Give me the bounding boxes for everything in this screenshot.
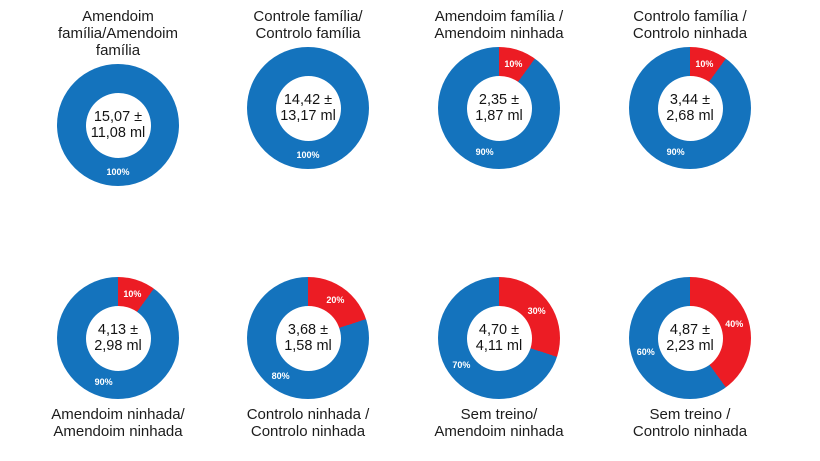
slice-percent-label: 10% xyxy=(695,58,714,69)
chart-title: Amendoim família/Amendoim família xyxy=(57,8,179,59)
donut-chart: 3,68 ± 1,58 ml 20% 80% xyxy=(247,277,369,399)
chart-cell-amendoim-familia-amendoim-ninhada: Amendoim família / Amendoim ninhada 2,35… xyxy=(404,8,594,169)
donut-center: 3,44 ± 2,68 ml xyxy=(657,75,723,141)
donut-chart: 4,13 ± 2,98 ml 10% 90% xyxy=(57,277,179,399)
center-value-line1: 2,35 ± xyxy=(478,92,520,108)
center-value-line2: 1,87 ml xyxy=(475,108,523,124)
donut-center: 14,42 ± 13,17 ml xyxy=(275,75,341,141)
chart-title: Controlo ninhada / Controlo ninhada xyxy=(246,406,370,440)
center-value-line2: 2,98 ml xyxy=(94,338,142,354)
slice-percent-label: 10% xyxy=(123,288,142,299)
chart-cell-sem-treino-amendoim-ninhada: 4,70 ± 4,11 ml 30% 70% Sem treino/ Amendo… xyxy=(404,277,594,440)
center-value-line1: 14,42 ± xyxy=(283,92,333,108)
donut-chart: 14,42 ± 13,17 ml 100% xyxy=(247,47,369,169)
chart-cell-amendoim-familia-amendoim-familia: Amendoim família/Amendoim família 15,07 … xyxy=(23,8,213,186)
chart-title: Controle família/ Controlo família xyxy=(253,8,363,42)
center-value-line2: 11,08 ml xyxy=(90,125,146,141)
donut-chart: 2,35 ± 1,87 ml 10% 90% xyxy=(438,47,560,169)
chart-title: Sem treino / Controlo ninhada xyxy=(632,406,748,440)
slice-percent-label: 90% xyxy=(475,147,494,158)
slice-percent-label: 40% xyxy=(725,318,744,329)
center-value-line2: 13,17 ml xyxy=(280,108,336,124)
chart-title: Sem treino/ Amendoim ninhada xyxy=(434,406,564,440)
donut-center: 4,87 ± 2,23 ml xyxy=(657,305,723,371)
slice-percent-label: 80% xyxy=(271,370,290,381)
donut-chart: 4,70 ± 4,11 ml 30% 70% xyxy=(438,277,560,399)
slice-percent-label: 20% xyxy=(326,295,345,306)
donut-chart: 15,07 ± 11,08 ml 100% xyxy=(57,64,179,186)
chart-title: Amendoim ninhada/ Amendoim ninhada xyxy=(51,406,185,440)
center-value-line1: 4,87 ± xyxy=(669,322,711,338)
center-value-line2: 2,68 ml xyxy=(666,108,714,124)
center-value-line1: 4,13 ± xyxy=(97,322,139,338)
slice-percent-label: 10% xyxy=(504,58,523,69)
slice-percent-label: 90% xyxy=(666,147,685,158)
center-value-line2: 2,23 ml xyxy=(666,338,714,354)
chart-title: Amendoim família / Amendoim ninhada xyxy=(434,8,564,42)
donut-center: 4,13 ± 2,98 ml xyxy=(85,305,151,371)
center-value-line2: 4,11 ml xyxy=(475,338,523,354)
slice-percent-label: 100% xyxy=(296,149,320,160)
chart-cell-controle-familia-controlo-familia: Controle família/ Controlo família 14,42… xyxy=(213,8,403,169)
donut-center: 4,70 ± 4,11 ml xyxy=(466,305,532,371)
center-value-line2: 1,58 ml xyxy=(284,338,332,354)
chart-title: Controlo família / Controlo ninhada xyxy=(632,8,748,42)
slice-percent-label: 90% xyxy=(94,377,113,388)
center-value-line1: 3,68 ± xyxy=(287,322,329,338)
chart-cell-controlo-ninhada-controlo-ninhada: 3,68 ± 1,58 ml 20% 80% Controlo ninhada /… xyxy=(213,277,403,440)
donut-center: 3,68 ± 1,58 ml xyxy=(275,305,341,371)
donut-chart: 4,87 ± 2,23 ml 40% 60% xyxy=(629,277,751,399)
donut-center: 2,35 ± 1,87 ml xyxy=(466,75,532,141)
slice-percent-label: 60% xyxy=(636,347,655,358)
center-value-line1: 4,70 ± xyxy=(478,322,520,338)
chart-cell-sem-treino-controlo-ninhada: 4,87 ± 2,23 ml 40% 60% Sem treino / Contr… xyxy=(595,277,785,440)
slice-percent-label: 100% xyxy=(106,166,130,177)
donut-center: 15,07 ± 11,08 ml xyxy=(85,92,151,158)
chart-cell-controlo-familia-controlo-ninhada: Controlo família / Controlo ninhada 3,44… xyxy=(595,8,785,169)
center-value-line1: 3,44 ± xyxy=(669,92,711,108)
chart-cell-amendoim-ninhada-amendoim-ninhada: 4,13 ± 2,98 ml 10% 90% Amendoim ninhada/ … xyxy=(23,277,213,440)
slice-percent-label: 30% xyxy=(527,305,546,316)
donut-chart: 3,44 ± 2,68 ml 10% 90% xyxy=(629,47,751,169)
center-value-line1: 15,07 ± xyxy=(93,109,143,125)
slice-percent-label: 70% xyxy=(452,360,471,371)
